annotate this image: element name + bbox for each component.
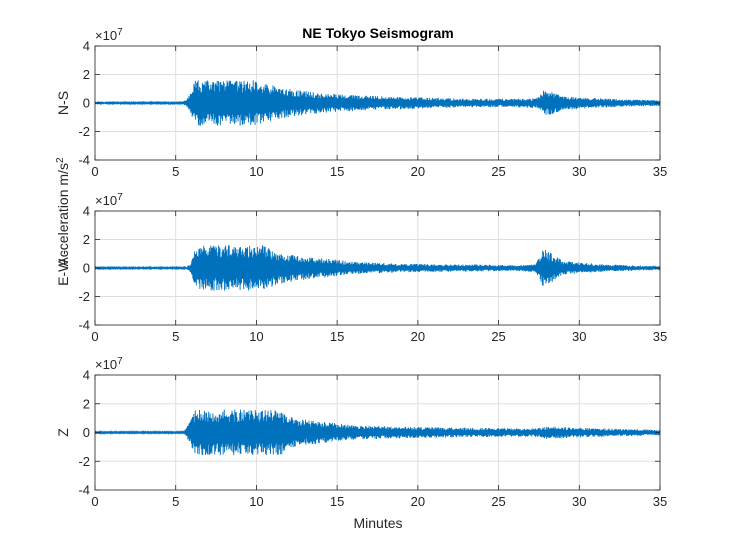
y-tick-label: -4: [78, 153, 90, 168]
chart-title: NE Tokyo Seismogram: [302, 25, 453, 41]
x-tick-label: 35: [653, 494, 667, 509]
y-tick-label: -4: [78, 483, 90, 498]
x-tick-label: 5: [172, 164, 179, 179]
series-line-e-w: [94, 245, 661, 291]
x-tick-label: 15: [330, 494, 344, 509]
panel-n-s: 0 5 10 15 20 25 30 35 -4 -2 0 2 4 ×107 N-S: [55, 27, 667, 179]
x-tick-label: 20: [411, 164, 425, 179]
panel-z: 0 5 10 15 20 25 30 35 -4 -2 0 2 4 ×107 Z: [55, 356, 667, 509]
y-tick-label: -4: [78, 318, 90, 333]
y-tick-label: 2: [83, 396, 90, 411]
y-tick-label: 4: [83, 204, 90, 219]
y-exponent-label: ×107: [95, 27, 123, 43]
x-tick-label: 10: [249, 329, 263, 344]
y-axis-label-z: Z: [55, 428, 71, 437]
x-tick-label: 0: [91, 494, 98, 509]
x-tick-label: 5: [172, 329, 179, 344]
panel-e-w: 0 5 10 15 20 25 30 35 -4 -2 0 2 4 ×107 E-W -: [55, 192, 667, 344]
x-tick-label: 10: [249, 494, 263, 509]
series-line-z: [94, 409, 661, 456]
x-tick-label: 30: [572, 164, 586, 179]
x-tick-label: 5: [172, 494, 179, 509]
y-tick-label: -2: [78, 124, 90, 139]
x-tick-label: 30: [572, 329, 586, 344]
series-line-n-s: [94, 80, 661, 126]
x-tick-label: 10: [249, 164, 263, 179]
y-tick-label: 2: [83, 67, 90, 82]
y-axis-label-e-w: E-W -: [55, 250, 71, 286]
y-exponent-label: ×107: [95, 356, 123, 372]
x-tick-label: 25: [491, 329, 505, 344]
y-tick-label: 4: [83, 39, 90, 54]
x-tick-label: 0: [91, 329, 98, 344]
y-tick-label: 4: [83, 368, 90, 383]
y-tick-label: 0: [83, 261, 90, 276]
y-tick-label: 0: [83, 425, 90, 440]
x-tick-label: 35: [653, 164, 667, 179]
x-tick-label: 20: [411, 329, 425, 344]
y-axis-label-shared: Acceleration m/s2: [55, 157, 71, 266]
x-tick-label: 15: [330, 164, 344, 179]
x-tick-label: 20: [411, 494, 425, 509]
x-tick-label: 25: [491, 494, 505, 509]
y-exponent-label: ×107: [95, 192, 123, 208]
x-tick-label: 15: [330, 329, 344, 344]
y-axis-label-n-s: N-S: [55, 91, 71, 115]
y-tick-label: 0: [83, 96, 90, 111]
x-tick-label: 35: [653, 329, 667, 344]
y-tick-label: -2: [78, 454, 90, 469]
y-tick-label: 2: [83, 232, 90, 247]
x-tick-label: 0: [91, 164, 98, 179]
x-tick-label: 30: [572, 494, 586, 509]
x-tick-label: 25: [491, 164, 505, 179]
x-axis-label: Minutes: [353, 515, 402, 531]
y-tick-label: -2: [78, 289, 90, 304]
